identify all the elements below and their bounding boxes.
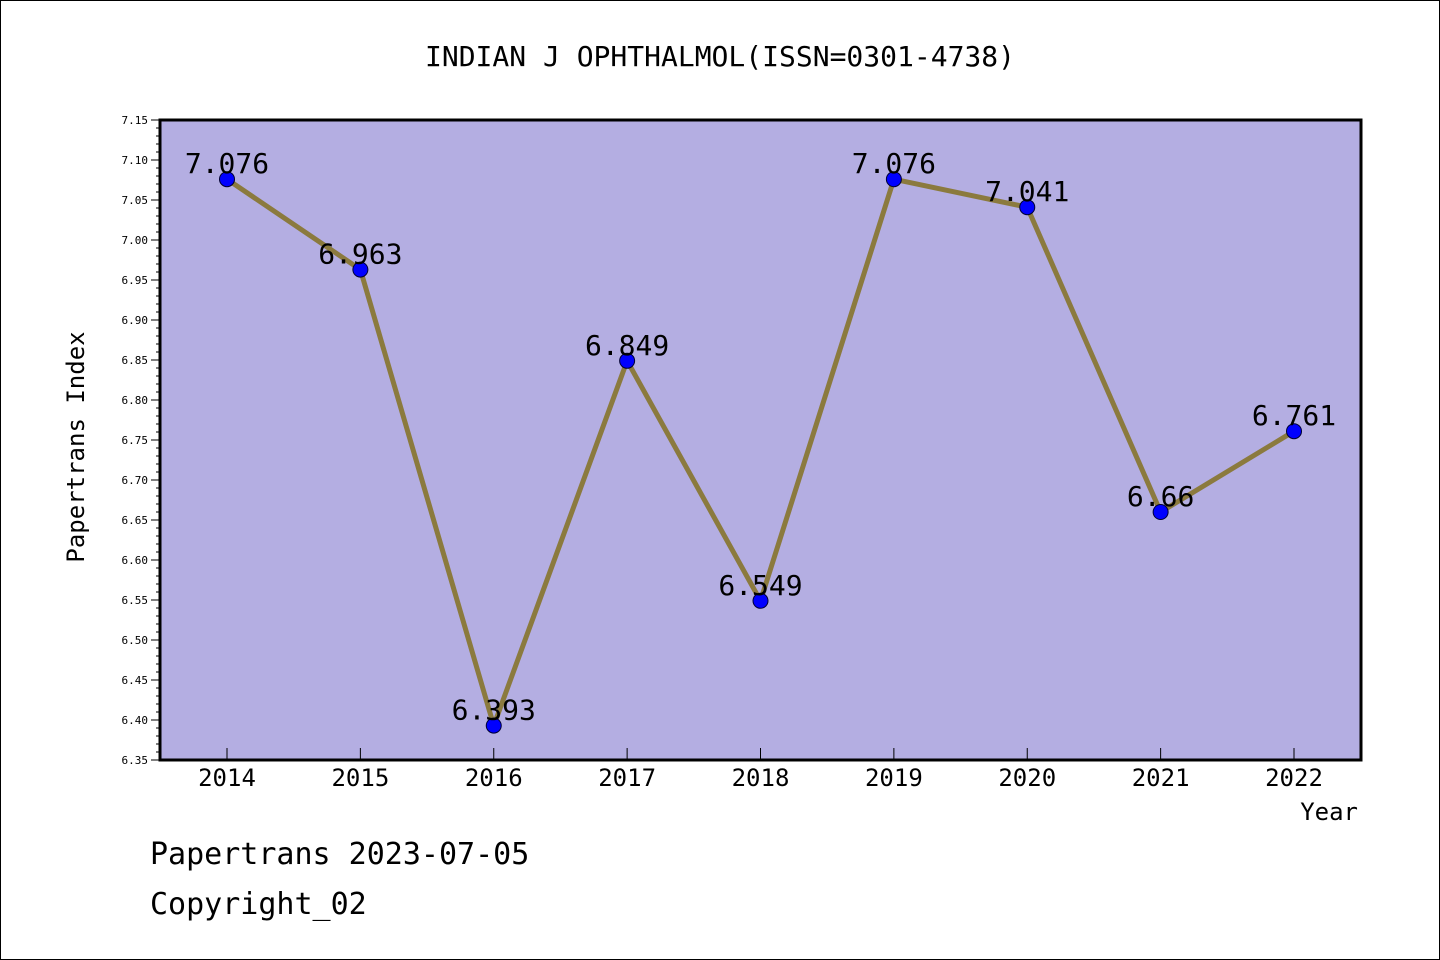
- data-label: 6.393: [452, 694, 536, 727]
- plot-border: [158, 118, 1363, 762]
- x-tick-label: 2020: [998, 764, 1056, 792]
- x-tick-label: 2015: [331, 764, 389, 792]
- y-tick-label: 6.60: [122, 554, 149, 567]
- data-label: 6.549: [718, 569, 802, 602]
- x-tick-label: 2018: [732, 764, 790, 792]
- data-point: [1286, 423, 1302, 440]
- chart-title: INDIAN J OPHTHALMOL(ISSN=0301-4738): [425, 40, 1015, 73]
- data-label: 7.076: [852, 147, 936, 180]
- data-label: 6.849: [585, 329, 669, 362]
- data-label: 6.963: [318, 238, 402, 271]
- data-labels: 7.076 6.963 6.393 6.849 6.549 7.076 7.041 6.66 6…: [185, 147, 1336, 726]
- x-tick-label: 2016: [465, 764, 523, 792]
- y-tick-label: 6.70: [122, 474, 149, 487]
- y-tick-label: 6.80: [122, 394, 149, 407]
- series-markers: [219, 171, 1302, 734]
- data-point: [752, 592, 769, 609]
- y-tick-label: 6.55: [122, 594, 149, 607]
- y-tick-label: 6.65: [122, 514, 149, 527]
- data-label: 7.041: [985, 175, 1069, 208]
- data-label: 6.761: [1252, 399, 1336, 432]
- footer-copyright: Copyright_02: [150, 887, 367, 922]
- x-tick-label: 2019: [865, 764, 923, 792]
- y-axis-label: Papertrans Index: [62, 331, 90, 562]
- y-tick-label: 6.45: [122, 674, 149, 687]
- y-tick-label: 6.75: [122, 434, 149, 447]
- x-tick-label: 2017: [598, 764, 656, 792]
- data-point: [619, 352, 636, 369]
- y-tick-label: 7.10: [122, 154, 149, 167]
- y-axis: 6.35 6.40 6.45 6.50 6.55 6.60 6.65 6.70 6.75 6.80…: [122, 114, 160, 767]
- data-label: 7.076: [185, 147, 269, 180]
- y-tick-label: 6.40: [122, 714, 149, 727]
- data-point: [485, 717, 502, 734]
- data-point: [1019, 199, 1036, 216]
- y-tick-label: 6.50: [122, 634, 149, 647]
- x-tick-label: 2021: [1132, 764, 1190, 792]
- x-tick-label: 2022: [1265, 764, 1323, 792]
- data-point: [219, 171, 235, 188]
- y-tick-label: 7.00: [122, 234, 149, 247]
- data-point: [885, 171, 902, 188]
- data-point: [1152, 504, 1169, 520]
- y-tick-label: 7.15: [122, 114, 149, 127]
- y-tick-label: 6.95: [122, 274, 149, 287]
- x-axis: 2014 2015 2016 2017 2018 2019 2020 2021 2022: [198, 748, 1323, 792]
- x-tick-label: 2014: [198, 764, 256, 792]
- data-point: [352, 261, 369, 278]
- data-label: 6.66: [1127, 480, 1194, 513]
- y-tick-label: 6.90: [122, 314, 149, 327]
- y-tick-label: 6.35: [122, 754, 149, 767]
- footer-date: Papertrans 2023-07-05: [150, 837, 529, 872]
- y-tick-label: 7.05: [122, 194, 149, 207]
- x-axis-label: Year: [1300, 798, 1358, 826]
- y-tick-label: 6.85: [122, 354, 149, 367]
- plot-area: [160, 120, 1361, 760]
